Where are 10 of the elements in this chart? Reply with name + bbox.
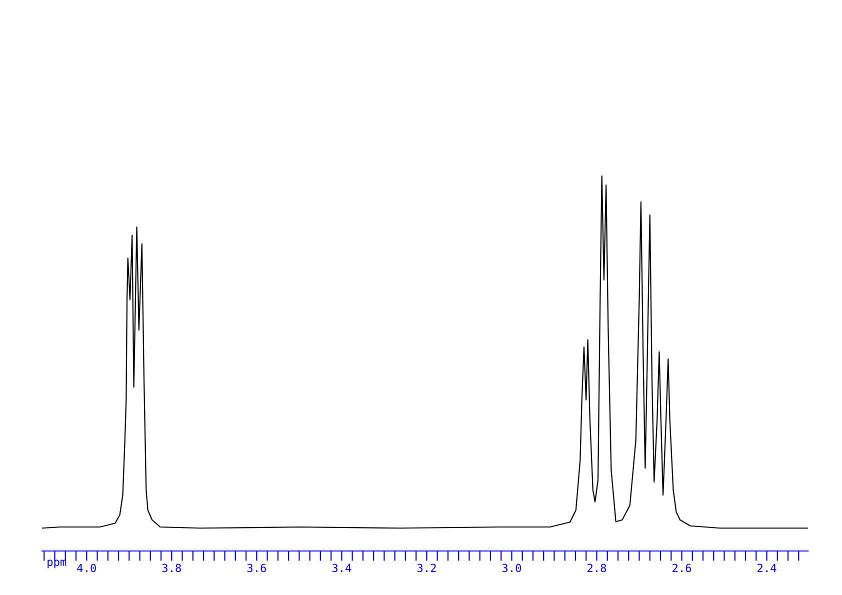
x-tick-label: 4.0 (77, 564, 96, 572)
x-tick-label: 2.8 (588, 564, 606, 572)
x-tick-label: 3.4 (332, 564, 352, 572)
x-axis-title: ppm (48, 560, 66, 568)
x-tick-label: 3.2 (417, 564, 436, 572)
x-tick-label: 2.6 (672, 564, 692, 572)
x-tick-label: 3.6 (247, 564, 266, 572)
x-tick-label: 3.0 (502, 564, 522, 572)
x-tick-label: 2.4 (758, 564, 776, 572)
x-tick-label: 3.8 (162, 564, 181, 572)
